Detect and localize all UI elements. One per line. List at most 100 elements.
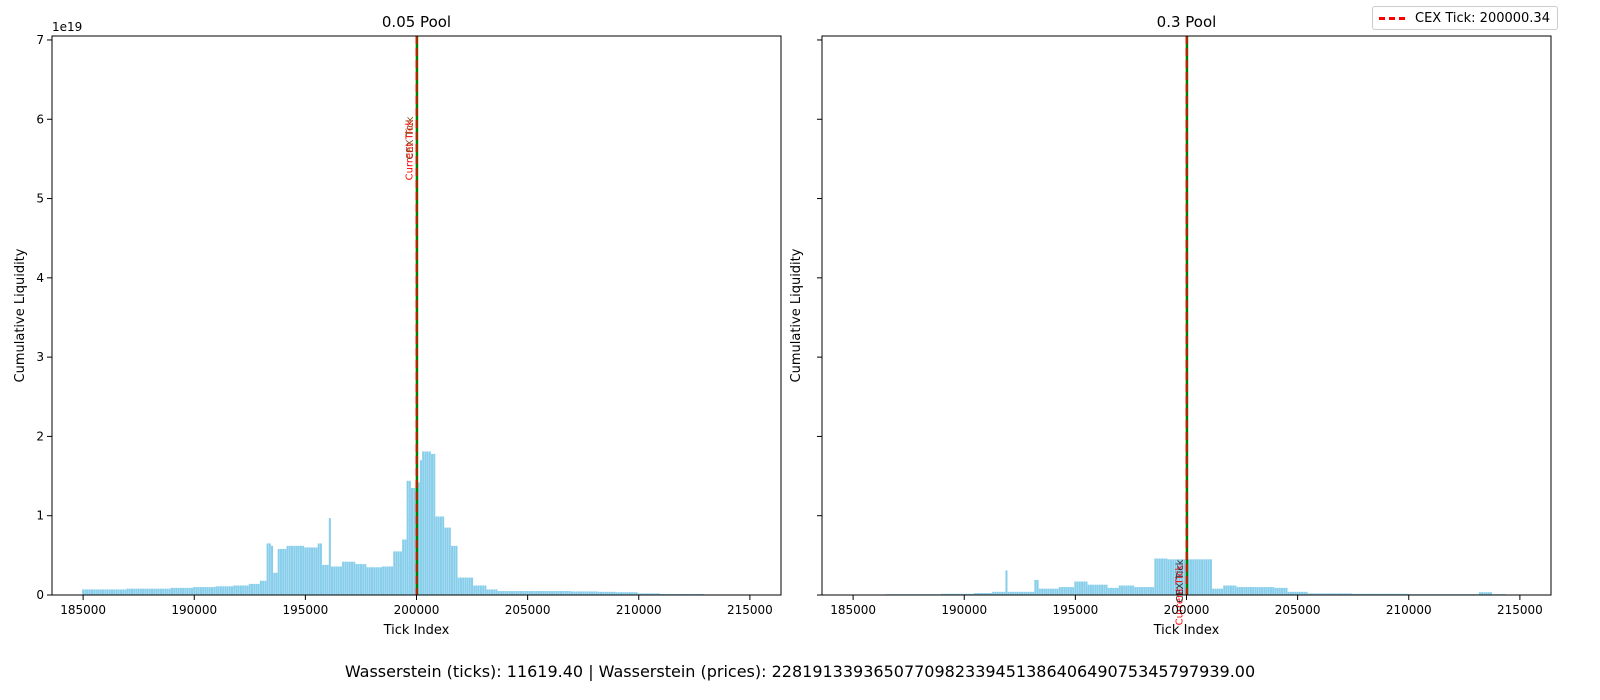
bar: [595, 591, 598, 595]
bar: [431, 453, 434, 595]
bar: [1369, 593, 1372, 595]
bar: [155, 588, 158, 595]
legend: CEX Tick: 200000.34: [1372, 6, 1558, 30]
bar: [644, 593, 647, 595]
bar: [102, 589, 105, 595]
bar: [311, 547, 314, 595]
bar: [328, 518, 331, 595]
bar: [1478, 592, 1481, 595]
bar: [639, 593, 642, 595]
bar: [1027, 591, 1030, 595]
bar: [1161, 558, 1164, 595]
bar: [217, 586, 220, 595]
bar: [235, 585, 238, 595]
bar: [504, 591, 507, 595]
bar: [1034, 579, 1037, 595]
bar: [268, 543, 271, 595]
bar: [299, 545, 302, 595]
bar: [204, 587, 207, 595]
bar: [604, 591, 607, 595]
bar: [419, 460, 422, 595]
bar: [1107, 587, 1110, 595]
bar: [941, 593, 944, 595]
bar: [84, 589, 87, 595]
current-tick-label: CEX Tick: [405, 116, 416, 159]
bar: [168, 588, 171, 595]
bar: [257, 583, 260, 595]
bar: [1183, 559, 1186, 595]
bar: [1169, 559, 1172, 595]
bar: [99, 589, 102, 595]
bar: [135, 588, 138, 595]
y-tick-label: 6: [36, 112, 44, 126]
bar: [446, 527, 449, 595]
bar: [444, 527, 447, 595]
legend-label: CEX Tick: 200000.34: [1415, 11, 1550, 26]
bar: [1005, 570, 1008, 595]
bar: [1405, 593, 1408, 595]
bar: [1127, 585, 1130, 595]
bar: [568, 591, 571, 595]
bar: [1283, 587, 1286, 595]
bar: [619, 592, 622, 595]
bar: [515, 591, 518, 595]
bar: [1227, 585, 1230, 595]
bar: [117, 589, 120, 595]
bar: [331, 566, 334, 595]
bar: [611, 591, 614, 595]
bar: [275, 572, 278, 595]
bar: [1129, 585, 1132, 595]
bar: [1223, 585, 1226, 595]
bar: [1236, 587, 1239, 595]
bar: [989, 593, 992, 595]
bar: [1232, 585, 1235, 595]
bar: [128, 588, 131, 595]
y-tick-label: 7: [36, 33, 44, 47]
bar: [1389, 593, 1392, 595]
bar: [1207, 559, 1210, 595]
bar: [91, 589, 94, 595]
bar: [475, 585, 478, 595]
bar: [562, 591, 565, 595]
bar: [455, 545, 458, 595]
bar: [635, 592, 638, 595]
bar: [1038, 588, 1041, 595]
bar: [164, 588, 167, 595]
bar: [424, 451, 427, 595]
bar: [1396, 593, 1399, 595]
y-tick-label: 4: [36, 271, 44, 285]
bar: [219, 586, 222, 595]
bar: [411, 487, 414, 595]
bar: [242, 585, 245, 595]
bar: [1014, 591, 1017, 595]
bar: [131, 588, 134, 595]
bar: [1012, 591, 1015, 595]
bar: [646, 593, 649, 595]
x-tick-label: 215000: [727, 603, 773, 617]
bar: [379, 567, 382, 595]
bar: [1294, 591, 1297, 595]
bar: [1263, 587, 1266, 595]
bar: [1289, 591, 1292, 595]
bar: [151, 588, 154, 595]
bar: [559, 591, 562, 595]
bar: [288, 545, 291, 595]
bar: [1152, 587, 1155, 595]
bar: [606, 591, 609, 595]
x-tick-label: 205000: [1275, 603, 1321, 617]
bar: [648, 593, 651, 595]
bar: [1112, 587, 1115, 595]
bar: [317, 543, 320, 595]
bar: [462, 577, 465, 595]
bar: [153, 588, 156, 595]
bar: [1054, 588, 1057, 595]
bar: [628, 592, 631, 595]
bar: [1485, 592, 1488, 595]
bar: [464, 577, 467, 595]
bar: [1378, 593, 1381, 595]
bar: [206, 587, 209, 595]
bar: [1489, 592, 1492, 595]
bar: [202, 587, 205, 595]
bar: [1085, 581, 1088, 595]
